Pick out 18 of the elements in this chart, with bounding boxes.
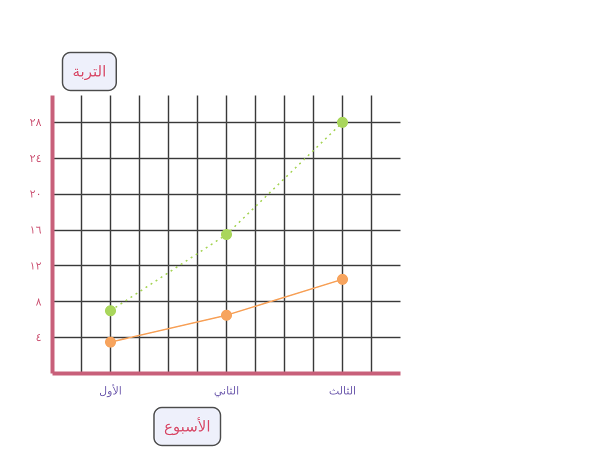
point <box>221 310 232 321</box>
x-tick-label: الثالث <box>328 384 356 398</box>
x-tick-label: الأول <box>99 384 122 398</box>
y-tick-label: ٨ <box>36 295 42 308</box>
x-tick-label: الثاني <box>214 384 240 398</box>
point <box>105 336 116 348</box>
x-axis-title: الأسبوع <box>164 416 211 436</box>
point <box>337 274 348 285</box>
y-tick-label: ٢٠ <box>30 188 42 201</box>
y-tick-label: ٢٤ <box>30 152 42 165</box>
y-tick-label: ١٦ <box>30 224 42 237</box>
y-tick-label: ٤ <box>36 331 42 344</box>
y-axis-title: التربة <box>72 62 106 80</box>
y-tick-label: ١٢ <box>30 259 42 272</box>
point <box>105 305 116 316</box>
y-tick-label: ٢٨ <box>30 116 42 129</box>
point <box>221 229 232 240</box>
point <box>337 116 348 128</box>
